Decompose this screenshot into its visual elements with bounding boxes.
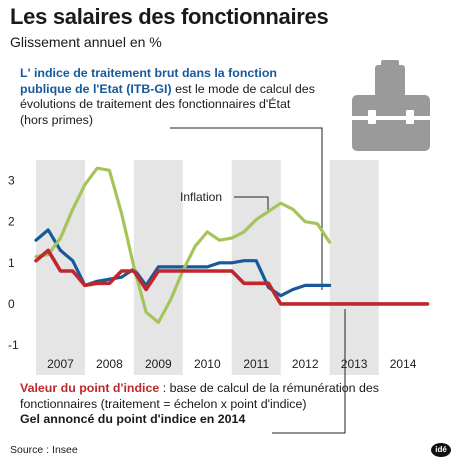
y-tick-label: 1 bbox=[8, 256, 15, 270]
x-tick-label: 2013 bbox=[341, 357, 368, 371]
x-tick-label: 2012 bbox=[292, 357, 319, 371]
briefcase-icon bbox=[352, 60, 430, 151]
y-tick-label: 3 bbox=[8, 174, 15, 188]
x-tick-label: 2009 bbox=[145, 357, 172, 371]
y-axis: -1 0 1 2 3 bbox=[8, 174, 19, 352]
leader-lines bbox=[170, 127, 346, 434]
itb-leader-line bbox=[170, 127, 323, 290]
valeur-annotation-rest: : base de calcul de la rémunération des … bbox=[20, 381, 379, 411]
series-line-point-indice bbox=[34, 248, 430, 306]
itb-annotation-rest: est le mode de calcul des évolutions de … bbox=[20, 81, 315, 127]
x-axis: 2007 2008 2009 2010 2011 2012 2013 2014 bbox=[47, 357, 417, 371]
valeur-annotation: Valeur du point d'indice : base de calcu… bbox=[20, 381, 440, 428]
year-band-2013 bbox=[329, 160, 379, 375]
x-tick-label: 2007 bbox=[47, 357, 74, 371]
page-title: Les salaires des fonctionnaires bbox=[10, 4, 329, 29]
x-tick-label: 2014 bbox=[390, 357, 417, 371]
source-note: Source : Insee bbox=[10, 444, 78, 456]
y-tick-label: 2 bbox=[8, 215, 15, 229]
valeur-leader-line bbox=[272, 309, 346, 434]
series-lines bbox=[34, 166, 430, 324]
gel-annotation: Gel annoncé du point d'indice en 2014 bbox=[20, 412, 246, 426]
itb-annotation: L' indice de traitement brut dans la fon… bbox=[20, 66, 320, 128]
inflation-leader-line bbox=[234, 196, 269, 212]
year-band-2011 bbox=[231, 160, 281, 375]
x-tick-label: 2010 bbox=[194, 357, 221, 371]
y-tick-label: 0 bbox=[8, 297, 15, 311]
y-tick-label: -1 bbox=[8, 338, 19, 352]
publisher-logo: idé bbox=[431, 443, 451, 457]
inflation-label: Inflation bbox=[180, 190, 222, 204]
x-tick-label: 2011 bbox=[243, 357, 269, 371]
valeur-annotation-strong: Valeur du point d'indice bbox=[20, 381, 160, 395]
page-subtitle: Glissement annuel en % bbox=[10, 34, 162, 50]
x-tick-label: 2008 bbox=[96, 357, 123, 371]
itb-annotation-strong: L' indice de traitement brut dans la fon… bbox=[20, 66, 277, 96]
